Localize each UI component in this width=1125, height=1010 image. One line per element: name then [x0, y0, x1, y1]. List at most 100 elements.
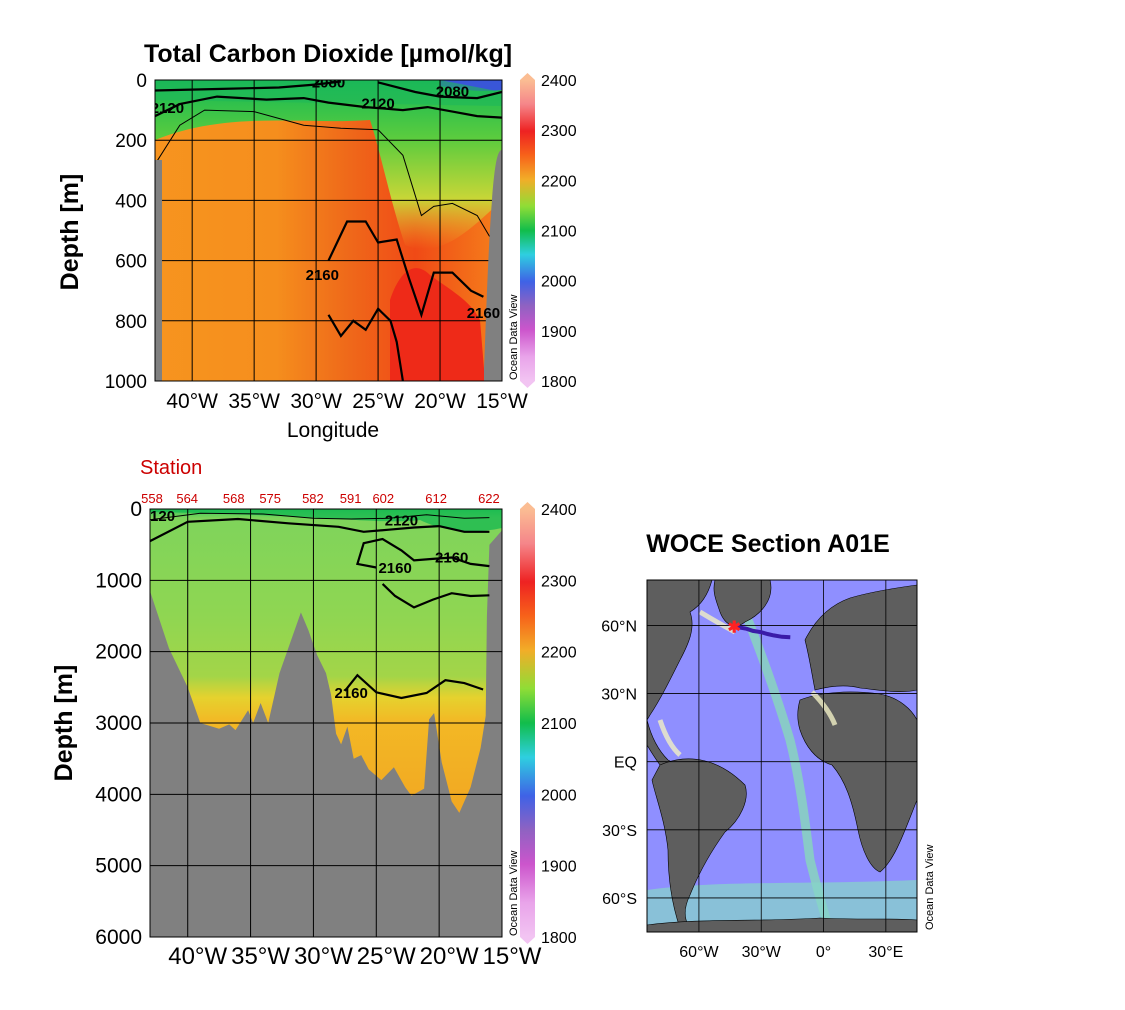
- y-tick-label: 5000: [95, 855, 142, 878]
- station-label: 602: [372, 491, 394, 506]
- contour-labels: 2120 2080 2120 2080 2160 2160: [151, 80, 500, 322]
- x-axis-ticks: 40°W 35°W 30°W 25°W 20°W 15°W: [166, 390, 528, 413]
- station-label: 612: [425, 491, 447, 506]
- x-grid: [191, 80, 502, 381]
- x-tick-label: 15°W: [483, 943, 542, 970]
- map-y-tick-label: 60°N: [601, 618, 637, 635]
- station-label: 575: [259, 491, 281, 506]
- map-x-tick-label: 0°: [816, 944, 831, 961]
- colorbar-tick-label: 2100: [541, 224, 577, 241]
- land-europe: [804, 584, 917, 692]
- colorbar-tick-label: 1800: [541, 930, 577, 947]
- y-tick-label: 0: [130, 498, 142, 521]
- colorbar-top-cap: [520, 73, 535, 80]
- colorbar-tick-label: 2000: [541, 274, 577, 291]
- shelf-shading: [657, 609, 838, 757]
- surface-green-patch: [155, 80, 502, 106]
- section-track: [733, 624, 791, 640]
- y-axis-label: Depth [m]: [50, 665, 78, 782]
- colorbar-tick-label: 2200: [541, 645, 577, 662]
- x-axis-label: Longitude: [287, 419, 379, 442]
- y-axis-ticks: 0 200 400 600 800 1000: [105, 71, 147, 393]
- station-label: 564: [176, 491, 198, 506]
- colorbar-tick-label: 1900: [541, 324, 577, 341]
- colorbar-tick-label: 2400: [541, 502, 577, 519]
- station-axis-title: Station: [140, 457, 202, 479]
- contour-line: [327, 220, 484, 319]
- station-label: 558: [141, 491, 163, 506]
- colorbar-credit: Ocean Data View: [508, 851, 520, 936]
- map-x-tick-labels: 60°W 30°W 0° 30°E: [679, 944, 903, 961]
- x-tick-label: 35°W: [228, 390, 280, 413]
- x-tick-label: 15°W: [476, 390, 528, 413]
- contour-line: [381, 583, 490, 609]
- map-y-tick-label: EQ: [614, 755, 637, 772]
- contour-label: 2120: [151, 100, 184, 117]
- contour-label: 2120: [361, 96, 394, 113]
- x-tick-label: 20°W: [420, 943, 479, 970]
- map-y-tick-labels: 60°N 30°N EQ 30°S 60°S: [601, 618, 637, 908]
- land-mask-right: [484, 150, 502, 381]
- contour-label: 120: [150, 508, 175, 525]
- contour-label: 2160: [378, 560, 411, 577]
- station-label: 591: [340, 491, 362, 506]
- contour-line: [155, 95, 502, 119]
- contour-line: [150, 512, 490, 521]
- colorbar-tick-label: 2300: [541, 573, 577, 590]
- water-field: [150, 509, 502, 813]
- plot-area: 120 2120 2160 2160 2160: [150, 508, 502, 937]
- y-axis-ticks: 0 1000 2000 3000 4000 5000 6000: [95, 498, 142, 949]
- x-tick-label: 30°W: [290, 390, 342, 413]
- chart-title: Total Carbon Dioxide [µmol/kg]: [144, 40, 512, 68]
- station-labels: 558 564 568 575 582 591 602 612 622: [141, 491, 500, 506]
- chart-bottom-panel: Station 558 564 568 575 582 591 602 612 622 120 2…: [50, 457, 577, 970]
- colorbar-tick-label: 2300: [541, 123, 577, 140]
- contour-line: [344, 673, 484, 700]
- y-tick-label: 4000: [95, 783, 142, 806]
- y-tick-label: 6000: [95, 926, 142, 949]
- land-africa: [797, 691, 917, 873]
- map-x-tick-label: 30°E: [868, 944, 903, 961]
- contour-line: [355, 537, 490, 569]
- x-tick-label: 40°W: [168, 943, 227, 970]
- contour-labels: 120 2120 2160 2160 2160: [150, 508, 468, 702]
- map-y-tick-label: 60°S: [602, 891, 637, 908]
- colorbar-tick-label: 1800: [541, 374, 577, 391]
- contour-label: 2160: [467, 305, 500, 322]
- x-tick-label: 25°W: [352, 390, 404, 413]
- x-tick-label: 35°W: [231, 943, 290, 970]
- colorbar-bottom-cap: [520, 381, 535, 388]
- high-value-patch: [390, 268, 485, 381]
- x-tick-label: 30°W: [294, 943, 353, 970]
- colorbar-top-cap: [520, 502, 535, 509]
- colorbar-bar: [520, 80, 535, 381]
- x-axis-ticks: 40°W 35°W 30°W 25°W 20°W 15°W: [168, 943, 542, 970]
- contour-line: [327, 307, 404, 381]
- colorbar-credit: Ocean Data View: [508, 295, 520, 380]
- contour-label: 2080: [436, 84, 469, 101]
- contour-line: [150, 517, 490, 543]
- colorbar-tick-label: 2000: [541, 787, 577, 804]
- map-y-tick-label: 30°S: [602, 823, 637, 840]
- land-antarctica: [647, 917, 917, 932]
- colorbar: 2400 2300 2200 2100 2000 1900 1800 Ocean Data …: [508, 502, 577, 947]
- asterisk-icon: ✱: [728, 620, 741, 637]
- y-axis-label: Depth [m]: [56, 174, 84, 291]
- colorbar-tick-label: 2100: [541, 716, 577, 733]
- y-grid: [155, 80, 502, 381]
- y-tick-label: 0: [136, 71, 147, 92]
- y-tick-label: 1000: [95, 569, 142, 592]
- y-tick-label: 800: [115, 312, 147, 333]
- colorbar-tick-labels: 2400 2300 2200 2100 2000 1900 1800: [541, 502, 577, 947]
- colorbar-tick-label: 1900: [541, 859, 577, 876]
- map-y-tick-label: 30°N: [601, 687, 637, 704]
- x-tick-label: 40°W: [166, 390, 218, 413]
- map-title: WOCE Section A01E: [646, 530, 890, 558]
- chart-top-panel: Total Carbon Dioxide [µmol/kg] 2120 2080 2…: [56, 40, 577, 442]
- y-tick-label: 2000: [95, 641, 142, 664]
- land-north-america: [647, 580, 713, 721]
- plot-frame: [154, 79, 503, 382]
- contour-label: 2120: [385, 512, 418, 529]
- colorbar-bar: [520, 509, 535, 937]
